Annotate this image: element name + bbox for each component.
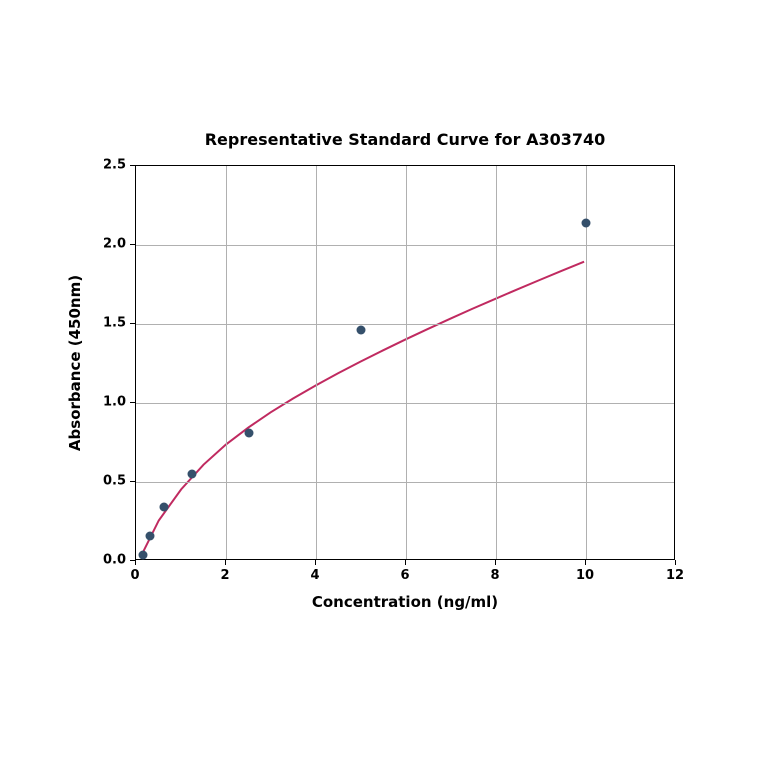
gridline-horizontal [136,245,674,246]
x-tick-label: 12 [666,568,684,583]
figure-canvas: Representative Standard Curve for A30374… [0,0,764,764]
fitted-curve [136,166,674,559]
gridline-vertical [226,166,227,559]
y-tick-label: 1.5 [103,316,126,331]
x-tick [225,560,226,565]
y-tick [130,560,135,561]
x-tick-label: 2 [220,568,229,583]
data-point [146,531,155,540]
y-tick-label: 2.0 [103,237,126,252]
x-tick [675,560,676,565]
x-tick [405,560,406,565]
x-tick-label: 10 [576,568,594,583]
plot-area [135,165,675,560]
y-tick-label: 0.5 [103,474,126,489]
y-axis-label: Absorbance (450nm) [66,274,84,450]
y-tick-label: 2.5 [103,158,126,173]
curve-path [143,262,584,552]
y-tick [130,244,135,245]
gridline-vertical [496,166,497,559]
y-tick-label: 1.0 [103,395,126,410]
gridline-horizontal [136,482,674,483]
data-point [582,218,591,227]
data-point [357,326,366,335]
x-tick-label: 0 [130,568,139,583]
y-tick-label: 0.0 [103,553,126,568]
chart-title: Representative Standard Curve for A30374… [205,130,606,149]
gridline-vertical [406,166,407,559]
x-tick-label: 4 [310,568,319,583]
x-tick [585,560,586,565]
gridline-horizontal [136,324,674,325]
gridline-horizontal [136,403,674,404]
x-tick [495,560,496,565]
x-tick [135,560,136,565]
x-tick [315,560,316,565]
y-tick [130,165,135,166]
data-point [139,550,148,559]
x-tick-label: 6 [400,568,409,583]
data-point [244,429,253,438]
y-tick [130,481,135,482]
gridline-vertical [316,166,317,559]
data-point [188,470,197,479]
x-axis-label: Concentration (ng/ml) [312,593,498,611]
data-point [160,503,169,512]
x-tick-label: 8 [490,568,499,583]
y-tick [130,402,135,403]
y-tick [130,323,135,324]
